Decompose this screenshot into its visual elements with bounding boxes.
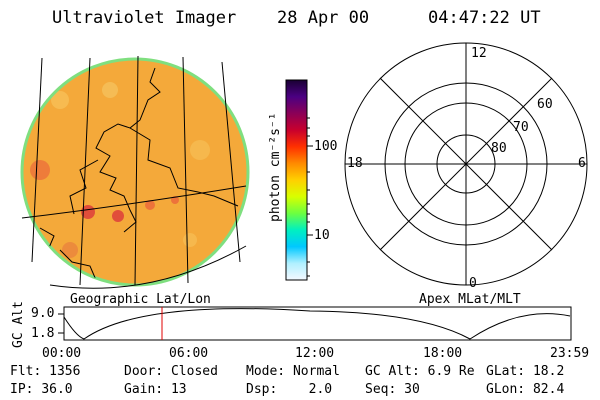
uv-image-disk[interactable] (20, 55, 250, 289)
mlt-label-6: 6 (578, 156, 586, 171)
info-value: 36.0 (41, 382, 73, 397)
aurora-image (22, 59, 248, 285)
altitude-axes (63, 306, 572, 341)
image-panel-label: Geographic Lat/Lon (70, 292, 211, 307)
geographic-grid (21, 55, 247, 289)
altitude-y-tick-label: 1.8 (31, 326, 55, 341)
info-gain: Gain: 13 (124, 383, 187, 397)
altitude-x-tick-label: 12:00 (295, 346, 335, 361)
polar-diagonal (379, 77, 553, 251)
info-flt: Flt: 1356 (10, 365, 80, 379)
altitude-x-tick-label: 00:00 (42, 346, 82, 361)
info-key: GLon: (486, 382, 526, 397)
altitude-x-tick-label: 23:59 (550, 346, 590, 361)
colorbar-strip (285, 79, 308, 281)
mlt-label-12: 12 (471, 46, 487, 61)
info-key: GLat: (486, 364, 526, 379)
mlat-label-80: 80 (491, 141, 507, 156)
info-value: 2.0 (308, 382, 333, 397)
mlat-label-60: 60 (537, 97, 553, 112)
info-dsp: Dsp: 2.0 (246, 383, 332, 397)
info-key: Gain: (124, 382, 164, 397)
info-key: IP: (10, 382, 34, 397)
info-value: 6.9 Re (427, 364, 475, 379)
altitude-y-tick-label: 9.0 (31, 306, 55, 321)
colorbar-minor-ticks (307, 117, 310, 277)
info-key: Flt: (10, 364, 42, 379)
altitude-curve (63, 308, 571, 340)
info-glon: GLon: 82.4 (486, 383, 564, 397)
polar-plot[interactable] (344, 42, 588, 286)
info-ip: IP: 36.0 (10, 383, 73, 397)
info-value: Normal (292, 364, 340, 379)
date-label: 28 Apr 00 (277, 8, 370, 28)
mlt-label-18: 18 (347, 156, 363, 171)
info-glat: GLat: 18.2 (486, 365, 564, 379)
mlt-label-0: 0 (469, 276, 477, 291)
colorbar (285, 79, 313, 281)
colorbar-unit-label: photon cm⁻²s⁻¹ (268, 112, 283, 222)
colorbar-tick-label: 10 (314, 228, 330, 243)
info-seq: Seq: 30 (365, 383, 420, 397)
info-key: Mode: (246, 364, 286, 379)
time-label: 04:47:22 UT (428, 8, 541, 28)
info-key: GC Alt: (365, 364, 420, 379)
info-mode: Mode: Normal (246, 365, 340, 379)
info-value: Closed (170, 364, 218, 379)
info-value: 13 (170, 382, 187, 397)
info-key: Seq: (365, 382, 397, 397)
info-key: Door: (124, 364, 164, 379)
info-door: Door: Closed (124, 365, 218, 379)
info-value: 1356 (49, 364, 81, 379)
info-value: 30 (404, 382, 420, 397)
altitude-x-tick-label: 18:00 (423, 346, 463, 361)
mlat-label-70: 70 (513, 120, 529, 135)
info-key: Dsp: (246, 382, 278, 397)
info-value: 18.2 (532, 364, 565, 379)
polar-panel-label: Apex MLat/MLT (419, 292, 521, 307)
instrument-title: Ultraviolet Imager (52, 8, 237, 28)
image-speckle (30, 82, 210, 258)
info-gc-alt: GC Alt: 6.9 Re (365, 365, 475, 379)
altitude-x-tick-label: 06:00 (169, 346, 209, 361)
altitude-ylabel: GC Alt (11, 301, 26, 348)
colorbar-tick-label: 100 (314, 139, 338, 154)
info-value: 82.4 (532, 382, 565, 397)
altitude-plot (58, 306, 572, 341)
